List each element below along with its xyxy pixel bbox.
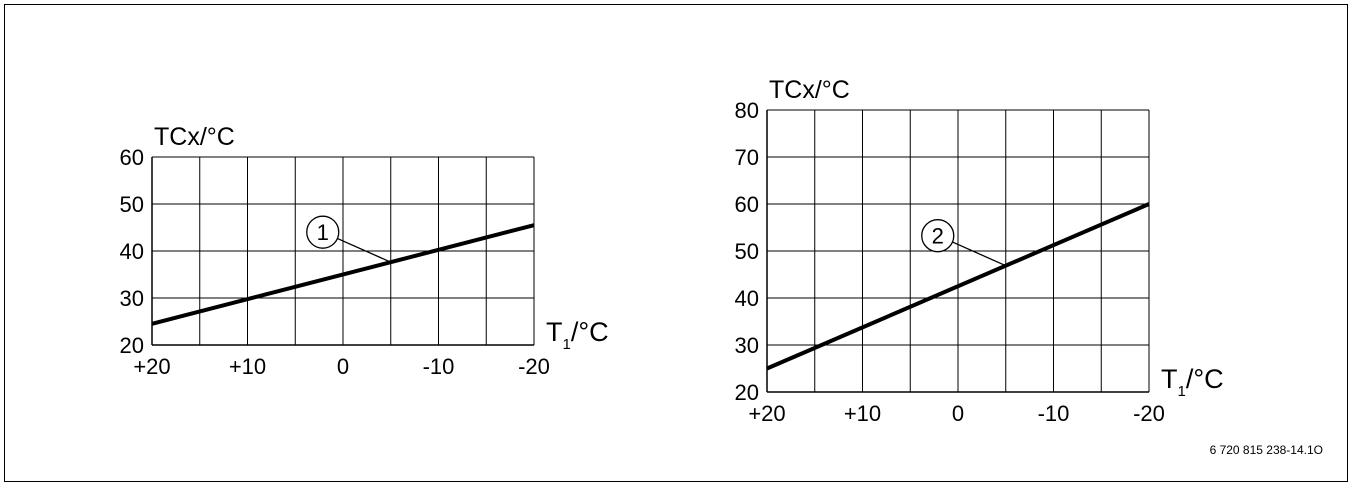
x-tick-label: +20 [133,354,170,379]
chart-2: 20 30 40 50 60 70 80 +20 +10 0 -10 -20 TCx/°C T1/°C 2 [735,76,1224,426]
y-tick-label: 30 [735,333,759,358]
figure-id: 6 720 815 238-14.1O [1209,443,1323,457]
y-tick-label: 40 [735,286,759,311]
chart-1: 20 30 40 50 60 +20 +10 0 -10 -20 TCx/°C T1/°C 1 [120,123,609,379]
marker-leader [336,237,392,263]
series-line [766,202,1150,371]
y-tick-label: 70 [735,145,759,170]
marker-circle [921,219,955,253]
x-tick-label: +20 [748,401,785,426]
y-tick-label: 50 [120,192,144,217]
x-tick-label: +10 [229,354,266,379]
marker-label: 2 [932,224,944,249]
x-axis-label: T1/°C [1161,364,1224,400]
x-axis-label: T1/°C [546,317,609,353]
y-tick-label: 60 [120,145,144,170]
y-tick-label: 80 [735,98,759,123]
y-axis-label: TCx/°C [154,123,235,151]
y-tick-label: 40 [120,239,144,264]
x-tick-label: -20 [1133,401,1165,426]
marker-circle [306,215,340,249]
y-tick-label: 20 [120,333,144,358]
x-tick-label: +10 [844,401,881,426]
x-tick-label: 0 [337,354,349,379]
figure-frame [4,4,1348,482]
x-tick-label: -20 [518,354,550,379]
x-tick-label: -10 [423,354,455,379]
marker-leader [951,241,1007,267]
y-tick-label: 20 [735,380,759,405]
x-tick-label: 0 [952,401,964,426]
y-tick-label: 50 [735,239,759,264]
x-tick-label: -10 [1038,401,1070,426]
y-tick-label: 30 [120,286,144,311]
y-tick-label: 60 [735,192,759,217]
marker-label: 1 [317,220,329,245]
y-axis-label: TCx/°C [769,76,850,104]
series-line [151,223,535,326]
